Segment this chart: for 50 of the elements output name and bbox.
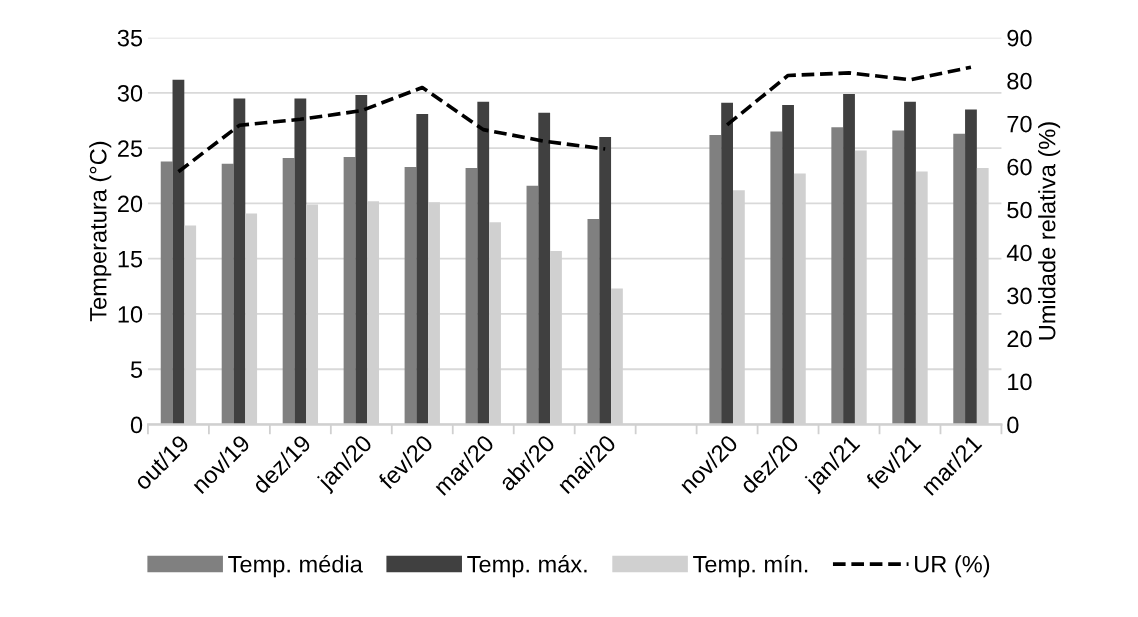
bar xyxy=(526,185,539,425)
bar xyxy=(892,130,905,425)
bar xyxy=(965,109,977,425)
y2-axis-title: Umidade relativa (%) xyxy=(1038,122,1061,340)
y2-tick-label: 60 xyxy=(1007,158,1032,176)
y-tick-label: 5 xyxy=(130,361,143,379)
bar xyxy=(538,112,551,425)
bar xyxy=(465,168,478,425)
y2-tick-label: 20 xyxy=(1007,330,1032,348)
y2-tick-label: 0 xyxy=(1007,416,1019,434)
bar xyxy=(355,95,368,425)
y2-tick-label: 40 xyxy=(1006,244,1032,262)
y-axis-title: Temperatura (°C) xyxy=(89,141,112,322)
y2-tick-label: 90 xyxy=(1007,29,1032,47)
bar xyxy=(160,161,173,425)
bar xyxy=(294,98,307,425)
bar xyxy=(343,157,356,425)
bar xyxy=(599,137,612,425)
y2-tick-label: 70 xyxy=(1007,115,1032,133)
y2-tick-label: 80 xyxy=(1007,72,1032,90)
y2-tick-label: 30 xyxy=(1007,287,1032,305)
bar xyxy=(709,134,722,425)
bar xyxy=(831,127,844,425)
bar xyxy=(953,133,966,425)
bar xyxy=(404,166,417,425)
bar xyxy=(477,101,490,425)
y-tick-label: 35 xyxy=(117,29,143,47)
y-tick-label: 0 xyxy=(130,416,143,434)
y-tick-label: 30 xyxy=(117,84,143,102)
y-tick-label: 15 xyxy=(118,251,143,268)
legend-label: UR (%) xyxy=(915,555,990,578)
legend-label: Temp. média xyxy=(228,554,363,578)
y2-tick-label: 10 xyxy=(1008,373,1032,391)
bar xyxy=(221,163,234,425)
y-tick-label: 20 xyxy=(118,195,143,213)
legend-label: Temp. mín. xyxy=(693,554,808,578)
bar xyxy=(172,79,185,425)
bar xyxy=(721,102,733,425)
bar xyxy=(416,113,429,425)
bar xyxy=(904,101,916,425)
y-tick-label: 25 xyxy=(118,140,143,157)
y-tick-label: 10 xyxy=(118,306,143,323)
bar xyxy=(782,105,794,425)
y2-tick-label: 50 xyxy=(1007,201,1032,219)
bar xyxy=(233,98,246,425)
bar xyxy=(282,158,295,425)
legend-label: Temp. máx. xyxy=(467,554,587,578)
bar xyxy=(843,94,855,425)
bar xyxy=(770,131,783,425)
bar xyxy=(587,218,600,425)
